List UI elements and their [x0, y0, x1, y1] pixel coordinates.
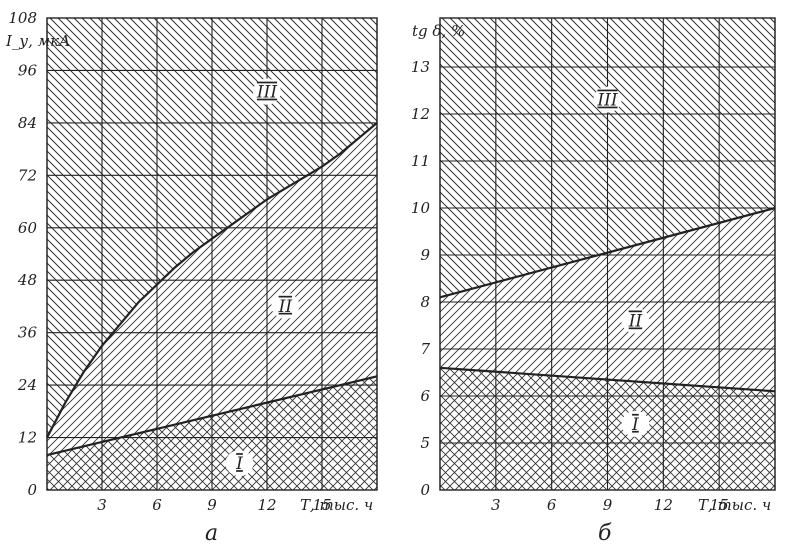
- upper-boundary-line: [46, 122, 378, 439]
- zone-label-bg: [621, 307, 650, 334]
- curves-a: [46, 122, 378, 457]
- x-ticks-b: 3 6 9 12 15: [491, 496, 729, 514]
- x-tick-label: 3: [491, 496, 501, 514]
- y-tick-label: 12: [18, 429, 37, 447]
- caption-a: а: [205, 521, 218, 546]
- zone-label-bg: [621, 410, 650, 437]
- zone-label-bg: [271, 292, 300, 319]
- upper-boundary-line: [439, 206, 776, 299]
- y-tick-label: 8: [420, 293, 430, 311]
- plot-frame: [46, 17, 378, 491]
- zone-label-bg: [225, 450, 254, 477]
- zone-label: II: [278, 297, 293, 317]
- y-tick-label: 36: [18, 324, 38, 342]
- y-tick-label: 5: [420, 434, 430, 452]
- x-tick-label: 12: [257, 496, 276, 514]
- grid-a: [46, 17, 378, 491]
- grid-b: [439, 17, 776, 491]
- y-tick-label: 0: [27, 481, 37, 499]
- zone-label: III: [596, 91, 617, 111]
- y-tick-label: 0: [420, 481, 430, 499]
- x-tick-label: 3: [97, 496, 107, 514]
- y-tick-label: 12: [411, 105, 430, 123]
- x-axis-label-a: Т, тыс. ч: [300, 496, 373, 514]
- y-tick-label: 7: [420, 340, 430, 358]
- y-tick-label: 84: [18, 114, 37, 132]
- y-tick-label: 6: [420, 387, 430, 405]
- y-tick-label: 13: [411, 58, 430, 76]
- y-axis-label-b: tg δ, %: [412, 22, 465, 40]
- y-tick-label: 10: [411, 199, 431, 217]
- y-tick-label: 48: [17, 271, 37, 289]
- x-tick-label: 15: [312, 496, 331, 514]
- x-tick-label: 6: [547, 496, 557, 514]
- y-ticks-b: 0 5 6 7 8 9 10 11 12 13: [411, 58, 431, 499]
- y-axis-label-a: I_у, мкА: [5, 32, 70, 50]
- y-tick-label: 96: [18, 61, 38, 79]
- zone-label-bg: [253, 78, 281, 105]
- y-tick-label: 108: [8, 9, 37, 27]
- x-tick-label: 12: [654, 496, 673, 514]
- y-tick-label: 11: [411, 152, 430, 170]
- x-tick-label: 6: [152, 496, 162, 514]
- x-axis-label-b: Т, тыс. ч: [698, 496, 771, 514]
- x-tick-label: 9: [603, 496, 613, 514]
- zone-label-bg: [593, 86, 622, 113]
- lower-boundary-line: [439, 366, 776, 393]
- y-ticks-a: 0 12 24 36 48 60 72 84 96 108: [8, 9, 37, 499]
- x-tick-label: 9: [207, 496, 217, 514]
- y-tick-label: 9: [420, 246, 430, 264]
- zone-label: I: [631, 415, 639, 435]
- curves-b: [439, 206, 776, 393]
- lower-boundary-line: [46, 375, 378, 457]
- plot-frame: [439, 17, 776, 491]
- x-ticks-a: 3 6 9 12 15: [97, 496, 331, 514]
- zone-label: II: [628, 312, 643, 332]
- y-tick-label: 72: [18, 166, 37, 184]
- caption-b: б: [598, 521, 612, 546]
- x-tick-label: 15: [710, 496, 729, 514]
- y-tick-label: 60: [18, 219, 38, 237]
- y-tick-label: 24: [17, 376, 37, 394]
- zone-label: III: [256, 83, 277, 103]
- zone-label: I: [235, 454, 243, 474]
